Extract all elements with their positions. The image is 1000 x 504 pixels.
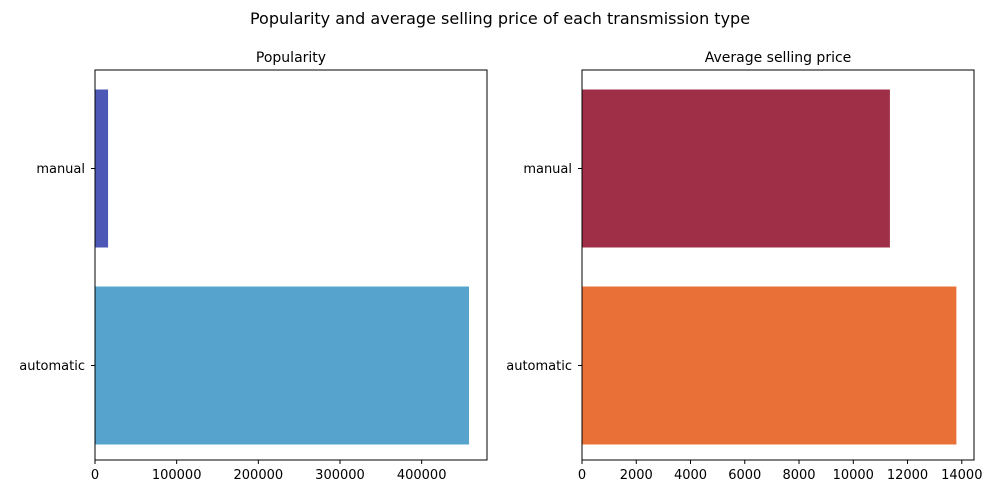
bar-manual <box>582 89 890 248</box>
x-tick-label: 400000 <box>397 468 447 483</box>
x-tick-label: 100000 <box>152 468 202 483</box>
y-tick-label: automatic <box>19 359 85 374</box>
y-tick-label: manual <box>523 162 572 177</box>
panel-title: Average selling price <box>705 50 852 66</box>
x-tick-label: 0 <box>578 468 586 483</box>
popularity-chart: Popularity manual automatic 0 100000 200000 30… <box>19 50 488 483</box>
y-tick-label: automatic <box>506 359 572 374</box>
x-tick-label: 300000 <box>315 468 365 483</box>
x-tick-label: 10000 <box>833 468 874 483</box>
bar-automatic <box>582 286 957 445</box>
x-tick-label: 200000 <box>234 468 284 483</box>
figure-title: Popularity and average selling price of … <box>250 9 750 28</box>
selling-price-chart: Average selling price manual automatic 0 200… <box>506 50 982 483</box>
bar-automatic <box>95 286 470 445</box>
x-tick-label: 2000 <box>620 468 653 483</box>
x-tick-label: 0 <box>91 468 99 483</box>
x-tick-label: 4000 <box>674 468 707 483</box>
x-tick-label: 8000 <box>782 468 815 483</box>
x-tick-label: 6000 <box>728 468 761 483</box>
axes-frame <box>94 69 488 461</box>
y-tick-label: manual <box>36 162 85 177</box>
axes-frame <box>581 69 975 461</box>
bar-manual <box>95 89 109 248</box>
x-tick-label: 14000 <box>941 468 982 483</box>
x-tick-label: 12000 <box>887 468 928 483</box>
panel-title: Popularity <box>256 50 326 66</box>
